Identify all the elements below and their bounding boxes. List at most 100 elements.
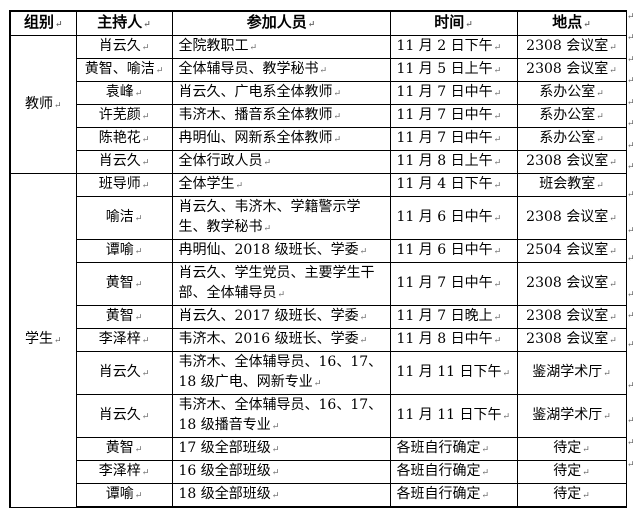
- attendees-cell: 韦济木、播音系全体教师: [171, 104, 391, 128]
- header-host: 主持人: [75, 10, 173, 36]
- attendees-cell: 冉明仙、网新系全体教师: [171, 127, 391, 151]
- paragraph-mark-icon: ↵: [627, 76, 634, 86]
- header-group: 组别: [9, 10, 77, 36]
- place-cell: 系办公室: [516, 104, 627, 128]
- paragraph-mark-icon: ↵: [627, 226, 634, 236]
- attendees-cell: 17 级全部班级: [171, 437, 391, 461]
- attendees-cell: 肖云久、广电系全体教师: [171, 81, 391, 105]
- paragraph-mark-icon: ↵: [627, 162, 634, 172]
- table-row: 陈艳花冉明仙、网新系全体教师11 月 7 日中午系办公室: [10, 127, 627, 151]
- attendees-cell: 韦济木、全体辅导员、16、17、18 级广电、网新专业: [171, 351, 391, 395]
- paragraph-mark-icon: ↵: [627, 290, 634, 300]
- table-row: 许芜颜韦济木、播音系全体教师11 月 7 日中午系办公室: [10, 104, 627, 128]
- place-cell: 2308 会议室: [516, 58, 627, 82]
- host-cell: 黄智: [75, 262, 173, 306]
- place-cell: 鉴湖学术厅: [516, 394, 627, 438]
- attendees-cell: 全院教职工: [171, 35, 391, 59]
- host-cell: 陈艳花: [75, 127, 173, 151]
- host-cell: 李泽梓: [75, 460, 173, 484]
- table-row: 喻洁肖云久、韦济木、学籍警示学生、教学秘书11 月 6 日中午2308 会议室: [10, 196, 627, 240]
- time-cell: 各班自行确定: [389, 483, 518, 508]
- table-row: 肖云久韦济木、全体辅导员、16、17、18 级广电、网新专业11 月 11 日下…: [10, 351, 627, 395]
- header-attendees: 参加人员: [171, 10, 391, 36]
- time-cell: 11 月 8 日中午: [389, 328, 518, 352]
- group-cell: 学生: [9, 173, 77, 508]
- place-cell: 待定: [516, 437, 627, 461]
- place-cell: 2308 会议室: [516, 150, 627, 174]
- header-place: 地点: [516, 10, 627, 36]
- attendees-cell: 冉明仙、2018 级班长、学委: [171, 239, 391, 263]
- paragraph-mark-icon: ↵: [627, 416, 634, 426]
- attendees-cell: 16 级全部班级: [171, 460, 391, 484]
- paragraph-mark-icon: ↵: [627, 460, 634, 470]
- host-cell: 肖云久: [75, 394, 173, 438]
- host-cell: 黄智: [75, 305, 173, 329]
- paragraph-mark-icon: ↵: [627, 438, 634, 448]
- host-cell: 谭喻: [75, 239, 173, 263]
- paragraph-mark-icon: ↵: [627, 254, 634, 264]
- table-row: 教师肖云久全院教职工11 月 2 日下午2308 会议室: [9, 35, 627, 174]
- table-row: 肖云久全体行政人员11 月 8 日上午2308 会议室: [10, 150, 627, 174]
- place-cell: 待定: [516, 483, 627, 508]
- host-cell: 谭喻: [75, 483, 173, 508]
- host-cell: 喻洁: [75, 196, 173, 240]
- place-cell: 2308 会议室: [516, 262, 627, 306]
- meeting-schedule-table: 组别 主持人 参加人员 时间 地点 教师肖云久全院教职工11 月 2 日下午23…: [9, 10, 627, 508]
- paragraph-mark-icon: ↵: [627, 190, 634, 200]
- place-cell: 2308 会议室: [516, 305, 627, 329]
- attendees-cell: 韦济木、全体辅导员、16、17、18 级播音专业: [171, 394, 391, 438]
- place-cell: 系办公室: [516, 81, 627, 105]
- attendees-cell: 肖云久、韦济木、学籍警示学生、教学秘书: [171, 196, 391, 240]
- table-row: 学生班导师全体学生11 月 4 日下午班会教室: [9, 173, 627, 508]
- paragraph-mark-icon: ↵: [627, 98, 634, 108]
- host-cell: 肖云久: [75, 35, 173, 59]
- table-row: 李泽梓韦济木、2016 级班长、学委11 月 8 日中午2308 会议室: [10, 328, 627, 352]
- attendees-cell: 全体学生: [171, 173, 391, 197]
- paragraph-mark-icon: ↵: [627, 33, 634, 43]
- place-cell: 系办公室: [516, 127, 627, 151]
- paragraph-mark-icon: ↵: [627, 381, 634, 391]
- place-cell: 鉴湖学术厅: [516, 351, 627, 395]
- attendees-cell: 18 级全部班级: [171, 483, 391, 508]
- time-cell: 11 月 4 日下午: [389, 173, 518, 197]
- attendees-cell: 韦济木、2016 级班长、学委: [171, 328, 391, 352]
- place-cell: 2308 会议室: [516, 35, 627, 59]
- paragraph-mark-icon: ↵: [627, 141, 634, 151]
- time-cell: 11 月 6 日中午: [389, 239, 518, 263]
- table-row: 黄智肖云久、学生党员、主要学生干部、全体辅导员11 月 7 日中午2308 会议…: [10, 262, 627, 306]
- host-cell: 许芜颜: [75, 104, 173, 128]
- paragraph-mark-icon: ↵: [627, 340, 634, 350]
- table-row: 黄智肖云久、2017 级班长、学委11 月 7 日晚上2308 会议室: [10, 305, 627, 329]
- time-cell: 11 月 2 日下午: [389, 35, 518, 59]
- time-cell: 各班自行确定: [389, 437, 518, 461]
- group-cell: 教师: [9, 35, 77, 174]
- host-cell: 肖云久: [75, 351, 173, 395]
- host-cell: 肖云久: [75, 150, 173, 174]
- attendees-cell: 全体行政人员: [171, 150, 391, 174]
- time-cell: 11 月 11 日下午: [389, 351, 518, 395]
- time-cell: 各班自行确定: [389, 460, 518, 484]
- host-cell: 李泽梓: [75, 328, 173, 352]
- table-row: 谭喻18 级全部班级各班自行确定待定: [10, 483, 627, 508]
- host-cell: 黄智: [75, 437, 173, 461]
- table-row: 黄智、喻洁全体辅导员、教学秘书11 月 5 日上午2308 会议室: [10, 58, 627, 82]
- attendees-cell: 全体辅导员、教学秘书: [171, 58, 391, 82]
- table-row: 肖云久韦济木、全体辅导员、16、17、18 级播音专业11 月 11 日下午鉴湖…: [10, 394, 627, 438]
- table-row: 谭喻冉明仙、2018 级班长、学委11 月 6 日中午2504 会议室: [10, 239, 627, 263]
- table-row: 李泽梓16 级全部班级各班自行确定待定: [10, 460, 627, 484]
- time-cell: 11 月 7 日中午: [389, 81, 518, 105]
- host-cell: 袁峰: [75, 81, 173, 105]
- header-row: 组别 主持人 参加人员 时间 地点: [9, 10, 627, 36]
- place-cell: 2308 会议室: [516, 196, 627, 240]
- table-row: 黄智17 级全部班级各班自行确定待定: [10, 437, 627, 461]
- time-cell: 11 月 7 日中午: [389, 262, 518, 306]
- time-cell: 11 月 7 日中午: [389, 104, 518, 128]
- place-cell: 2504 会议室: [516, 239, 627, 263]
- time-cell: 11 月 7 日中午: [389, 127, 518, 151]
- paragraph-mark-icon: ↵: [627, 311, 634, 321]
- host-cell: 班导师: [75, 173, 173, 197]
- place-cell: 班会教室: [516, 173, 627, 197]
- place-cell: 2308 会议室: [516, 328, 627, 352]
- place-cell: 待定: [516, 460, 627, 484]
- time-cell: 11 月 7 日晚上: [389, 305, 518, 329]
